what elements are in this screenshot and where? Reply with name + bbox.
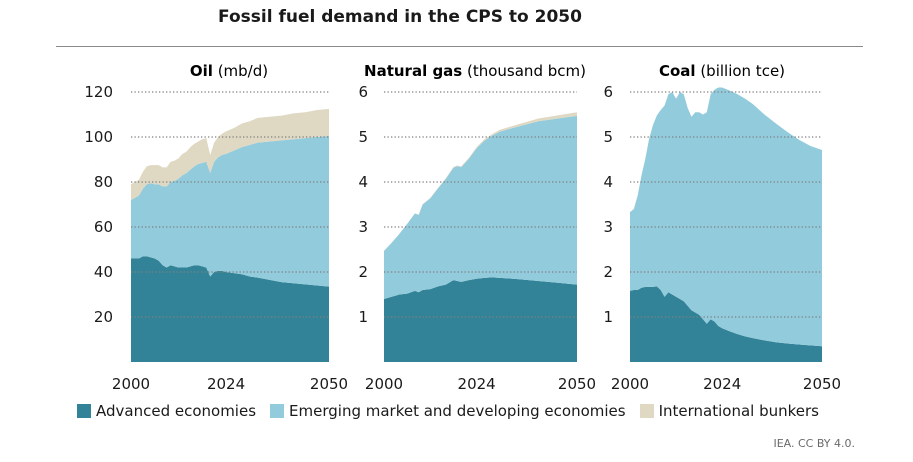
y-tick-label-1-0: 1 [358,308,368,326]
x-tick-label-2-2: 2050 [803,375,841,393]
legend-label-emerging: Emerging market and developing economies [289,402,626,420]
legend-item-emerging: Emerging market and developing economies [270,402,626,420]
x-tick-label-1-1: 2024 [458,375,496,393]
legend-item-bunkers: International bunkers [639,402,819,420]
y-tick-label-0-5: 120 [84,83,113,101]
area-bunkers-0 [131,108,329,200]
panel-title-1: Natural gas (thousand bcm) [364,62,586,80]
panel-title-unit-2: (billion tce) [696,62,785,80]
area-emerging-0 [131,135,329,287]
area-advanced-2 [630,286,822,362]
x-tick-label-2-0: 2000 [611,375,649,393]
y-tick-label-1-4: 5 [358,128,368,146]
panel-title-unit-0: (mb/d) [213,62,268,80]
panel-title-0: Oil (mb/d) [190,62,268,80]
y-tick-label-1-3: 4 [358,173,368,191]
area-emerging-2 [630,87,822,347]
source-note: IEA. CC BY 4.0. [773,437,855,450]
y-tick-label-0-3: 80 [94,173,113,191]
legend-label-advanced: Advanced economies [96,402,257,420]
area-advanced-0 [131,256,329,362]
y-tick-label-0-2: 60 [94,218,113,236]
y-tick-label-2-0: 1 [603,308,613,326]
x-tick-label-0-0: 2000 [112,375,150,393]
area-advanced-1 [384,277,577,362]
panel-title-bold-0: Oil [190,62,213,80]
y-tick-label-2-5: 6 [603,83,613,101]
chart-title: Fossil fuel demand in the CPS to 2050 [218,7,582,27]
y-tick-label-0-0: 20 [94,308,113,326]
legend-swatch-emerging [270,404,285,418]
title-divider [56,46,863,47]
legend: Advanced economies Emerging market and d… [77,402,833,420]
x-tick-label-0-1: 2024 [207,375,245,393]
y-tick-label-0-1: 40 [94,263,113,281]
x-tick-label-1-0: 2000 [365,375,403,393]
panel-title-bold-1: Natural gas [364,62,462,80]
panel-title-unit-1: (thousand bcm) [462,62,586,80]
y-tick-label-2-1: 2 [603,263,613,281]
x-tick-label-0-2: 2050 [310,375,348,393]
y-tick-label-1-2: 3 [358,218,368,236]
legend-swatch-advanced [77,404,91,418]
legend-label-bunkers: International bunkers [658,402,819,420]
legend-swatch-bunkers [639,404,654,418]
x-tick-label-1-2: 2050 [558,375,596,393]
y-tick-label-1-5: 6 [358,83,368,101]
panel-title-bold-2: Coal [659,62,696,80]
y-tick-label-0-4: 100 [84,128,113,146]
y-tick-label-2-2: 3 [603,218,613,236]
y-tick-label-1-1: 2 [358,263,368,281]
y-tick-label-2-4: 5 [603,128,613,146]
panel-title-2: Coal (billion tce) [659,62,785,80]
y-tick-label-2-3: 4 [603,173,613,191]
legend-item-advanced: Advanced economies [77,402,256,420]
x-tick-label-2-1: 2024 [703,375,741,393]
charts-svg: 20 40 60 80 100 120 2000 2024 2050 Oil (mb/d) 1 2 3 4… [84,62,841,393]
area-emerging-1 [384,115,577,299]
